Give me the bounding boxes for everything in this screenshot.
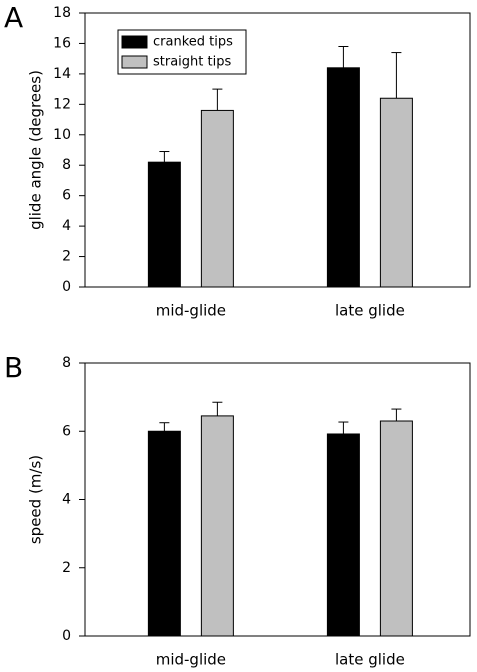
y-tick-label: 2 — [62, 249, 71, 265]
x-tick-label: mid-glide — [156, 651, 226, 669]
y-tick-label: 4 — [62, 492, 71, 508]
y-axis-title: speed (m/s) — [27, 455, 45, 544]
y-tick-label: 14 — [53, 66, 71, 82]
bar — [200, 415, 234, 637]
bar — [147, 430, 181, 637]
y-tick-label: 8 — [62, 157, 71, 173]
y-axis-title: glide angle (degrees) — [27, 70, 45, 230]
y-tick-label: 18 — [53, 5, 71, 21]
legend-swatch — [121, 35, 148, 49]
y-tick-label: 12 — [53, 96, 71, 112]
y-tick-label: 10 — [53, 127, 71, 143]
bar — [379, 97, 413, 288]
plot-frame — [84, 362, 471, 637]
bar — [326, 67, 360, 288]
bar — [200, 109, 234, 288]
bar — [379, 420, 413, 637]
y-tick-label: 8 — [62, 355, 71, 371]
y-tick-label: 6 — [62, 188, 71, 204]
x-tick-label: late glide — [335, 302, 405, 320]
plot-frame — [84, 12, 471, 288]
x-tick-label: mid-glide — [156, 302, 226, 320]
y-tick-label: 6 — [62, 423, 71, 439]
bar — [147, 161, 181, 288]
y-tick-label: 2 — [62, 560, 71, 576]
y-tick-label: 4 — [62, 218, 71, 234]
panel-label: B — [4, 351, 23, 384]
legend-swatch — [121, 55, 148, 69]
x-tick-label: late glide — [335, 651, 405, 669]
y-tick-label: 16 — [53, 35, 71, 51]
y-tick-label: 0 — [62, 628, 71, 644]
y-tick-label: 0 — [62, 279, 71, 295]
legend-label: cranked tips — [153, 35, 233, 50]
legend-label: straight tips — [153, 55, 231, 70]
bar — [326, 433, 360, 637]
panel-label: A — [4, 1, 23, 34]
